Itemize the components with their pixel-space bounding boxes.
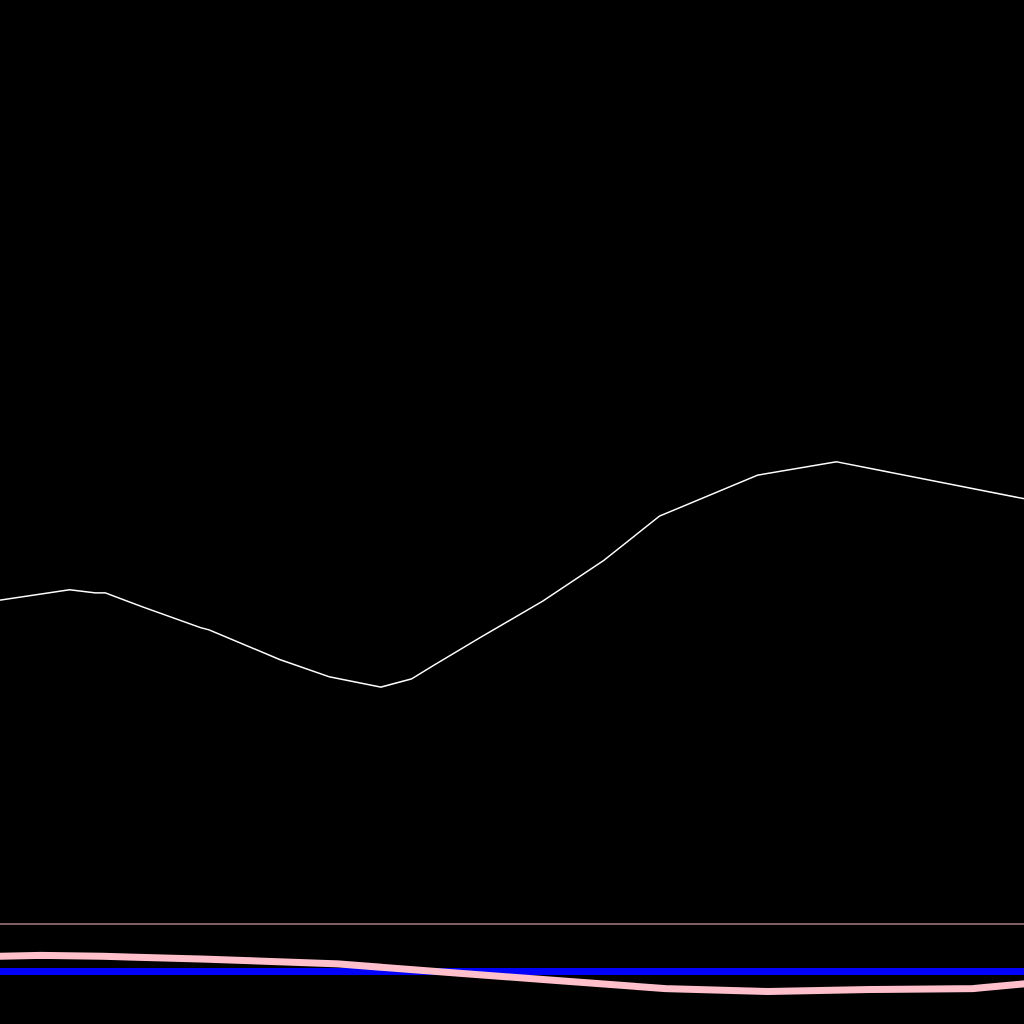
lower-plot-panel <box>0 923 1024 995</box>
series-line-0-0 <box>0 461 1024 688</box>
upper-plot-panel <box>0 461 1024 688</box>
series-line-1-1 <box>0 951 1024 995</box>
